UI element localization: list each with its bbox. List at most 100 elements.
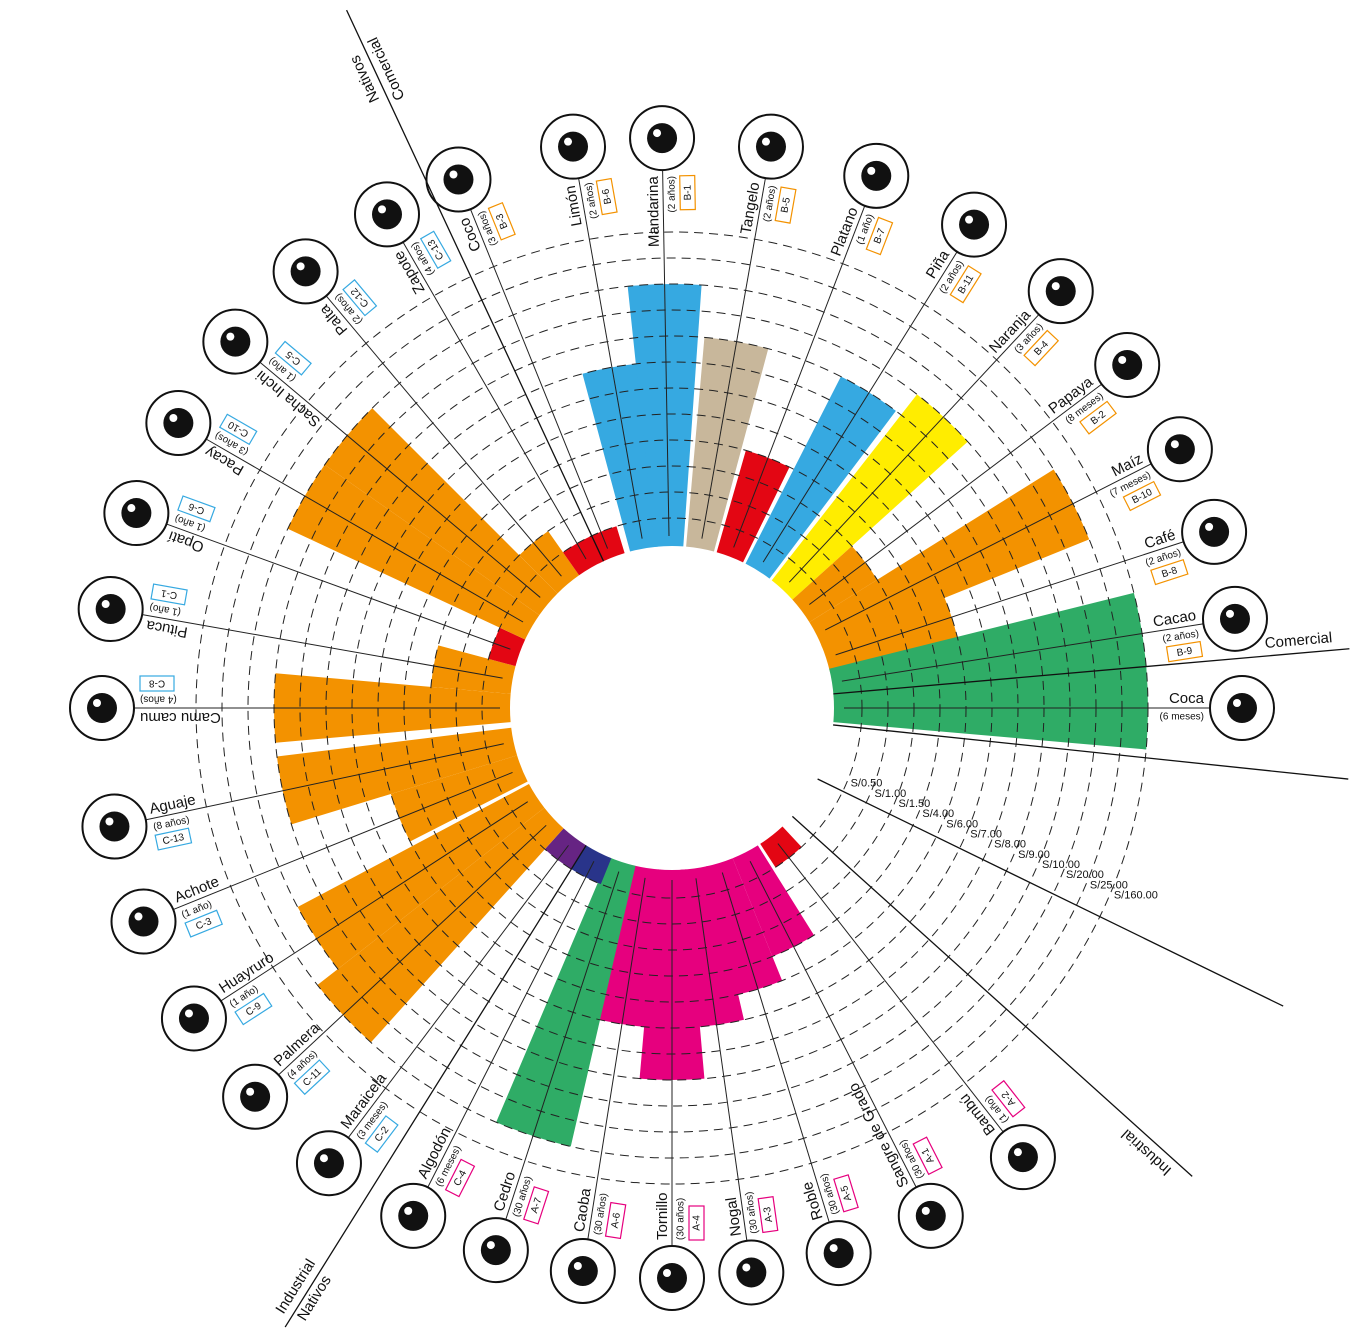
label-group: Nogal(30 años) A-3	[723, 1191, 779, 1237]
r-tick-label: S/1.50	[898, 798, 930, 810]
section-line	[345, 9, 605, 562]
icon-detail	[93, 699, 101, 707]
icon-detail	[449, 170, 458, 179]
label-group: Achote(1 año)C-3	[172, 873, 224, 938]
section-line	[791, 815, 1193, 1177]
r-tick-label: S/4.00	[922, 808, 954, 820]
icon	[443, 164, 474, 195]
bar	[686, 337, 769, 552]
category-label: Achote	[172, 873, 222, 906]
spoke	[777, 843, 1005, 1134]
icon-detail	[184, 1009, 193, 1018]
r-tick-label: S/8.00	[994, 839, 1026, 851]
r-tick-label: S/20.00	[1066, 869, 1104, 881]
bar	[563, 535, 604, 576]
category-label: Caoba	[571, 1186, 595, 1233]
code-label: C-1	[160, 587, 178, 601]
category-label: Aguaje	[148, 791, 197, 817]
icon	[755, 131, 786, 162]
code-label: B-5	[779, 196, 793, 214]
icon-detail	[1051, 282, 1060, 291]
spoke	[204, 437, 524, 623]
icon	[1164, 434, 1195, 465]
bar	[390, 755, 528, 842]
label-group: Opatí(1 año)C-6	[165, 495, 216, 556]
category-label: Mandarina	[645, 175, 663, 247]
icon	[558, 131, 589, 162]
spoke	[426, 861, 595, 1190]
label-group: Camu camu (4 años) C-8	[139, 675, 221, 726]
section-line	[817, 778, 1284, 1007]
icon-detail	[378, 205, 386, 214]
label-group: Limón(2 años) B-6	[562, 177, 618, 227]
bar	[496, 857, 636, 1147]
code-box	[1122, 480, 1162, 512]
code-box	[991, 1079, 1026, 1118]
bar	[627, 284, 702, 547]
icon	[1112, 349, 1143, 380]
icon	[959, 209, 990, 240]
code-label: A-3	[762, 1206, 775, 1223]
r-tick-label: S/1.00	[875, 788, 907, 800]
code-box	[1023, 329, 1060, 367]
spoke	[701, 176, 767, 539]
code-box	[949, 265, 982, 304]
duration-label: (30 años)	[744, 1191, 761, 1234]
category-label: Sangre de Grado	[845, 1080, 912, 1190]
r-tick-label: S/6.00	[946, 818, 978, 830]
section-label: Comercial	[1264, 629, 1333, 652]
code-box	[293, 1059, 331, 1096]
spoke	[171, 771, 513, 911]
label-group: Tangelo(2 años) B-5	[737, 181, 797, 236]
icon	[1227, 693, 1257, 723]
label-group: Maíz(7 meses)B-10	[1108, 450, 1162, 512]
code-label: B-6	[600, 187, 614, 205]
icon-detail	[1233, 699, 1241, 707]
label-group: Aguaje(8 años)C-13	[148, 791, 197, 851]
r-tick-label: S/10.00	[1042, 859, 1080, 871]
category-label: Limón	[562, 184, 586, 227]
icon	[178, 1003, 209, 1034]
spoke	[662, 168, 670, 537]
icon-detail	[105, 817, 114, 826]
code-box	[184, 909, 224, 938]
label-group: Roble(30 años)A-5	[799, 1172, 859, 1222]
icon	[290, 256, 321, 287]
category-label: Platano	[828, 205, 862, 259]
label-group: Sacha Inchi(1 año)C-5	[253, 340, 324, 430]
icon-detail	[246, 1087, 255, 1096]
icon-detail	[965, 215, 974, 224]
code-box	[177, 495, 216, 523]
code-box	[595, 177, 618, 216]
icon-detail	[921, 1206, 930, 1215]
bar	[732, 845, 815, 957]
icon-detail	[867, 166, 876, 175]
spoke	[825, 462, 1154, 631]
code-label: C-8	[149, 677, 166, 688]
icon-detail	[296, 262, 305, 271]
code-box	[523, 1186, 550, 1225]
code-box	[218, 413, 258, 446]
bar	[716, 450, 790, 563]
icon	[87, 693, 117, 723]
r-tick-label: S/160.00	[1114, 889, 1158, 901]
icon	[398, 1200, 429, 1231]
spoke	[218, 801, 529, 1003]
icon	[823, 1238, 854, 1269]
code-label: B-7	[872, 227, 888, 246]
icon-detail	[169, 414, 178, 422]
code-box	[150, 583, 188, 606]
icon-detail	[573, 1261, 582, 1270]
label-group: Mandarina (2 años) B-1	[645, 174, 696, 247]
label-group: Caoba(30 años) A-6	[571, 1186, 627, 1240]
icon	[240, 1081, 271, 1112]
code-label: B-1	[683, 184, 694, 200]
icon-detail	[101, 600, 110, 609]
code-label: A-6	[610, 1212, 623, 1230]
icon	[1219, 603, 1250, 634]
duration-label: (1 año)	[149, 601, 182, 617]
category-label: Tornillo	[654, 1192, 671, 1240]
category-label: Coca	[1169, 690, 1205, 707]
icon	[1007, 1142, 1038, 1173]
code-box	[604, 1201, 627, 1240]
